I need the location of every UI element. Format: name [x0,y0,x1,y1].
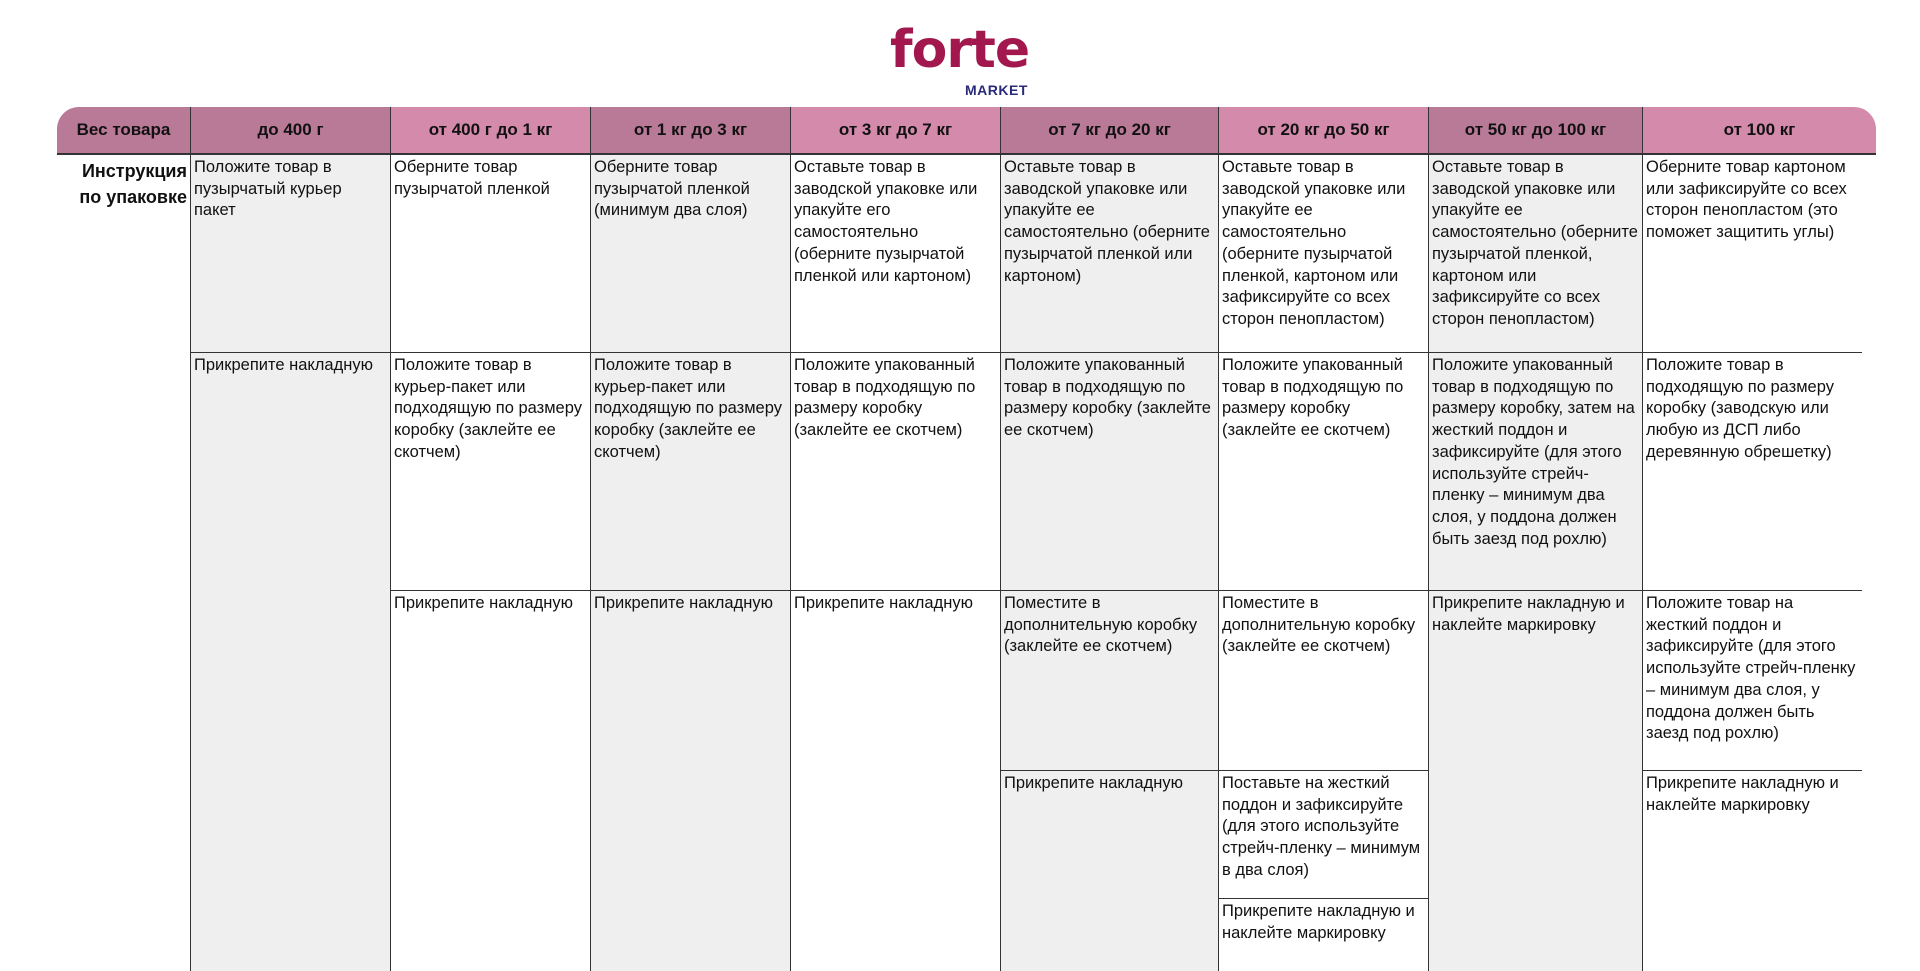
logo-wordmark: forte [890,20,1030,80]
instruction-cell: Оставьте товар в заводской упаковке или … [1000,155,1218,352]
instruction-cell: Положите товар в пузырчатый курьер пакет [190,155,390,352]
header-column: от 7 кг до 20 кг [1000,107,1218,155]
instruction-cell: Положите товар в курьер-пакет или подход… [590,352,790,590]
instruction-cell: Прикрепите накладную [190,352,390,971]
instruction-cell: Прикрепите накладную и наклейте маркиров… [1428,590,1642,971]
header-column: от 400 г до 1 кг [390,107,590,155]
header-column: от 50 кг до 100 кг [1428,107,1642,155]
instruction-cell: Положите упакованный товар в подходящую … [1428,352,1642,590]
header-column: от 3 кг до 7 кг [790,107,1000,155]
instruction-cell: Поместите в дополнительную коробку (закл… [1218,590,1428,770]
instruction-cell: Поставьте на жесткий поддон и зафиксируй… [1218,770,1428,898]
instruction-cell: Оберните товар картоном или зафиксируйте… [1642,155,1862,352]
instruction-cell: Положите упакованный товар в подходящую … [790,352,1000,590]
instruction-cell: Прикрепите накладную [390,590,590,971]
instruction-cell: Положите товар в курьер-пакет или подход… [390,352,590,590]
header-column: от 1 кг до 3 кг [590,107,790,155]
forte-market-logo: forte MARKET [890,20,1030,100]
instruction-cell: Прикрепите накладную [1000,770,1218,971]
header-column: от 20 кг до 50 кг [1218,107,1428,155]
header-column: до 400 г [190,107,390,155]
instruction-cell: Оберните товар пузырчатой пленкой (миним… [590,155,790,352]
instruction-cell: Положите упакованный товар в подходящую … [1000,352,1218,590]
instruction-cell: Поместите в дополнительную коробку (закл… [1000,590,1218,770]
header-column: от 100 кг [1642,107,1876,155]
instruction-cell: Положите товар в подходящую по размеру к… [1642,352,1862,590]
instruction-cell: Оставьте товар в заводской упаковке или … [790,155,1000,352]
instruction-cell: Прикрепите накладную и наклейте маркиров… [1218,898,1428,971]
instruction-cell: Прикрепите накладную и наклейте маркиров… [1642,770,1862,971]
header-weight-label: Вес товара [57,107,190,155]
row-label: Инструкция по упаковке [79,161,187,207]
instruction-cell: Положите упакованный товар в подходящую … [1218,352,1428,590]
instruction-cell: Оберните товар пузырчатой пленкой [390,155,590,352]
instruction-cell: Оставьте товар в заводской упаковке или … [1428,155,1642,352]
logo-subtitle: MARKET [965,82,1028,98]
instruction-cell: Положите товар на жесткий поддон и зафик… [1642,590,1862,770]
instruction-cell: Оставьте товар в заводской упаковке или … [1218,155,1428,352]
instruction-cell: Прикрепите накладную [790,590,1000,971]
instruction-cell: Прикрепите накладную [590,590,790,971]
